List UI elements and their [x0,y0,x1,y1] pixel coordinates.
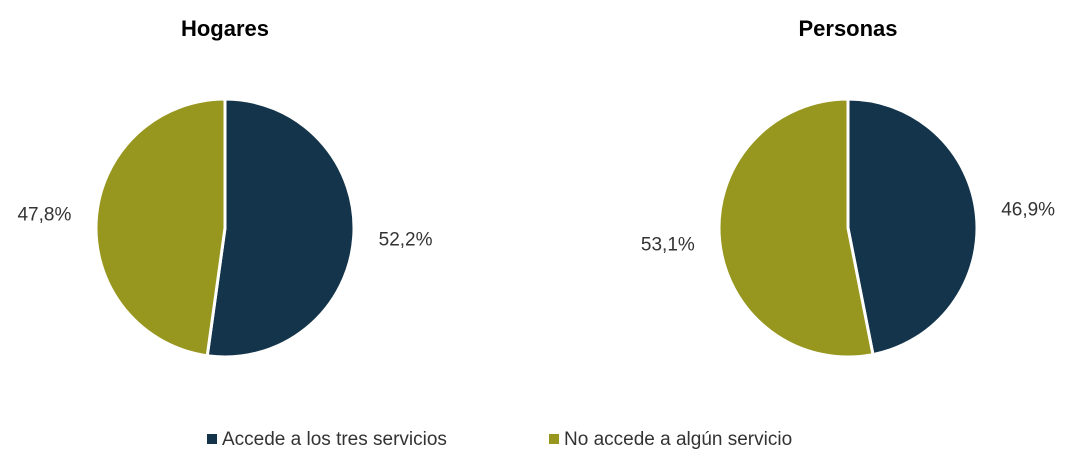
value-label: 47,8% [17,205,71,226]
legend-label: Accede a los tres servicios [222,429,447,450]
value-label: 52,2% [379,230,433,251]
value-label: 53,1% [641,235,695,256]
legend-swatch [207,434,217,444]
pie-slice [94,97,227,358]
pie-slice [717,97,875,359]
pie-slice [205,97,356,359]
pie-slice [846,97,979,357]
legend-swatch [549,434,559,444]
value-label: 46,9% [1001,199,1055,220]
chart-title: Hogares [181,16,269,41]
legend-label: No accede a algún servicio [564,429,792,450]
chart-title: Personas [798,16,897,41]
